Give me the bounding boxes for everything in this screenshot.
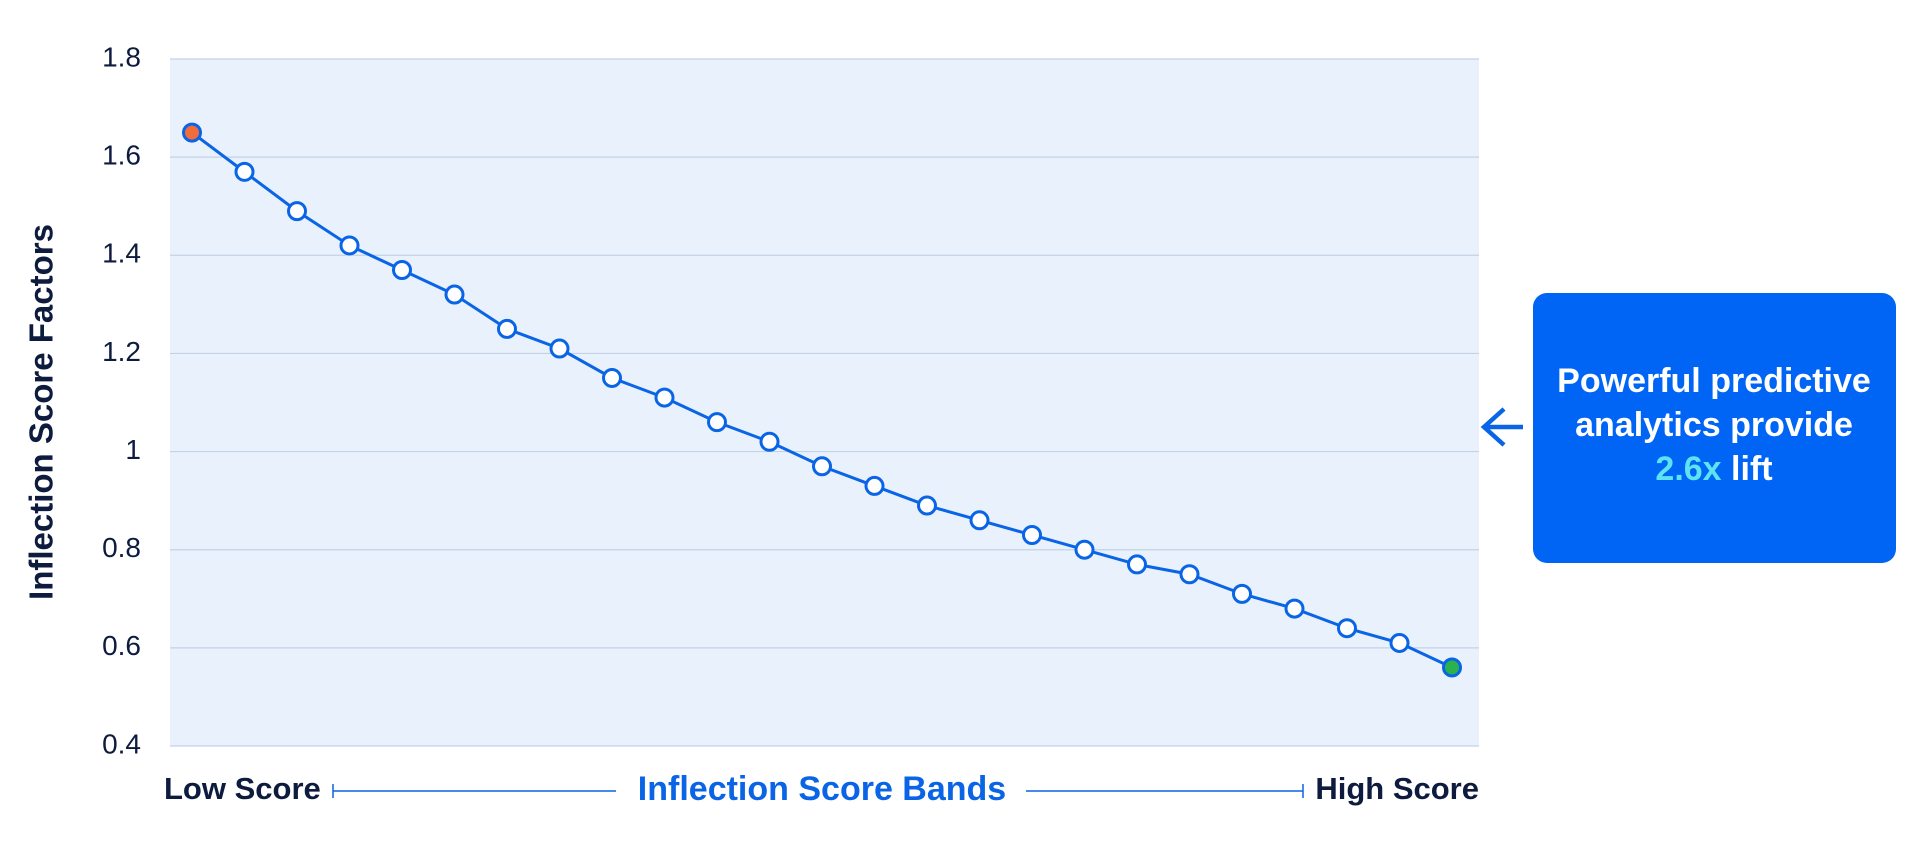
data-point (1284, 598, 1305, 619)
x-axis-bracket (332, 784, 1304, 798)
y-tick-label: 1.6 (102, 140, 141, 171)
callout-arrow (1480, 407, 1523, 447)
data-point (392, 260, 412, 281)
callout-line: Powerful predictive (1557, 362, 1871, 400)
data-point (969, 510, 990, 531)
data-point (339, 235, 360, 256)
callout-line: analytics provide (1575, 406, 1853, 444)
data-point (1179, 564, 1200, 585)
y-tick-label: 1.2 (102, 336, 141, 367)
data-point (1337, 618, 1357, 639)
data-point (864, 475, 885, 496)
y-axis-title: Inflection Score Factors (23, 224, 60, 600)
y-tick-label: 1 (125, 434, 141, 465)
data-point (1127, 554, 1147, 575)
y-tick-label: 1.8 (102, 41, 141, 72)
data-point (234, 161, 255, 182)
y-tick-label: 0.4 (102, 728, 141, 759)
data-point (182, 122, 202, 143)
data-point (707, 412, 727, 433)
data-point (1442, 657, 1462, 678)
y-tick-label: 0.8 (102, 532, 141, 563)
data-point (497, 318, 517, 339)
data-point (917, 495, 937, 516)
data-point (812, 456, 832, 477)
data-point (1389, 632, 1410, 653)
callout-box (1533, 293, 1896, 563)
y-tick-label: 0.6 (102, 630, 141, 661)
x-start-label: Low Score (164, 771, 321, 806)
x-axis-title: Inflection Score Bands (638, 770, 1006, 808)
y-tick-label: 1.4 (102, 238, 141, 269)
grid (170, 58, 1479, 747)
x-end-label: High Score (1315, 771, 1479, 806)
data-point (287, 201, 307, 222)
callout-tail: lift (1731, 450, 1773, 488)
callout-highlight: 2.6x (1655, 450, 1721, 488)
data-point (1232, 583, 1252, 604)
plot-background (170, 59, 1479, 746)
data-point (444, 284, 465, 305)
data-point (1074, 539, 1095, 560)
data-point (759, 431, 780, 452)
data-point (654, 387, 675, 408)
callout-line: 2.6x lift (1655, 450, 1772, 488)
data-point (602, 367, 622, 388)
data-point (1022, 524, 1042, 545)
data-point (549, 338, 570, 359)
